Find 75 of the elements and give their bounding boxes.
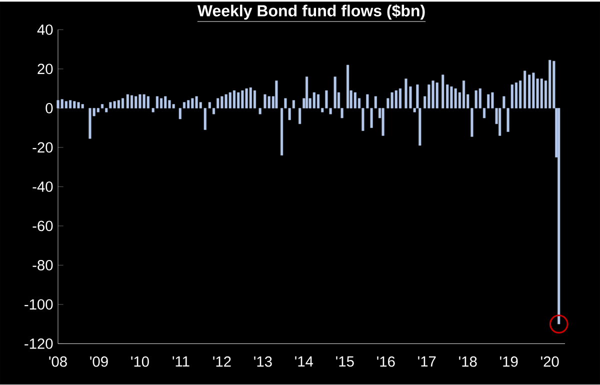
- bar: [96, 108, 100, 112]
- bar: [245, 88, 248, 108]
- bar: [73, 101, 76, 108]
- x-tick-label: '20: [541, 356, 559, 367]
- x-tick-label: '16: [377, 356, 395, 367]
- x-tick-label: '19: [500, 356, 518, 367]
- bar: [134, 96, 138, 108]
- bar: [548, 60, 552, 108]
- bar: [117, 100, 120, 108]
- bar: [354, 92, 356, 108]
- bar: [253, 90, 256, 108]
- y-tick-label: 0: [46, 103, 53, 114]
- bar: [56, 100, 60, 108]
- bar: [394, 90, 398, 108]
- bar: [109, 102, 112, 108]
- x-tick-label: '15: [336, 356, 354, 367]
- y-tick-label: -80: [32, 260, 53, 271]
- x-tick-label: '11: [172, 356, 190, 367]
- bar: [558, 108, 560, 324]
- bar: [191, 98, 194, 108]
- bar: [268, 96, 270, 108]
- y-tick-label: -40: [32, 182, 53, 192]
- bar: [450, 86, 453, 108]
- bar: [346, 65, 350, 108]
- bar: [220, 96, 224, 108]
- y-tick-label: 20: [38, 64, 53, 74]
- bar: [249, 88, 252, 108]
- bar: [142, 94, 146, 108]
- bar: [195, 96, 198, 108]
- bar: [88, 108, 92, 139]
- y-tick-label: -60: [32, 220, 53, 232]
- bar: [432, 80, 434, 108]
- bar: [187, 100, 190, 108]
- x-tick-label: '08: [49, 356, 67, 367]
- bar: [164, 96, 167, 108]
- bar: [436, 82, 438, 108]
- bar: [156, 96, 158, 108]
- bar: [312, 92, 316, 108]
- bar: [306, 76, 308, 108]
- bar: [454, 88, 457, 108]
- x-tick-label: '18: [459, 356, 477, 367]
- bar: [258, 108, 262, 114]
- x-tick-label: '09: [90, 356, 108, 367]
- y-tick-label: -20: [32, 142, 53, 153]
- bar: [398, 88, 402, 108]
- bar: [428, 84, 430, 108]
- bar: [241, 90, 244, 108]
- x-tick-label: '14: [295, 356, 314, 367]
- bar: [237, 92, 240, 108]
- bar: [168, 100, 171, 108]
- x-tick-label: '17: [418, 356, 436, 367]
- chart-title: Weekly Bond fund flows ($bn): [197, 4, 425, 20]
- y-tick-label: -100: [24, 299, 53, 310]
- bar: [138, 94, 142, 108]
- bar: [81, 104, 84, 108]
- bar: [264, 94, 266, 108]
- bar: [390, 92, 394, 108]
- x-tick-label: '13: [254, 356, 272, 367]
- bar: [77, 102, 80, 108]
- bar: [126, 94, 129, 108]
- bar: [540, 78, 543, 108]
- y-tick-label: -120: [24, 338, 53, 350]
- bar: [232, 90, 236, 108]
- bar: [228, 92, 232, 108]
- y-tick-label: 40: [37, 24, 53, 36]
- bar: [146, 96, 150, 108]
- bar: [172, 104, 175, 108]
- bar: [382, 108, 384, 136]
- bar: [60, 99, 64, 108]
- bar: [275, 80, 278, 108]
- bar: [113, 101, 116, 108]
- x-tick-label: '10: [131, 356, 149, 367]
- bar: [224, 94, 228, 108]
- x-tick-label: '12: [213, 356, 231, 367]
- bar: [532, 72, 535, 108]
